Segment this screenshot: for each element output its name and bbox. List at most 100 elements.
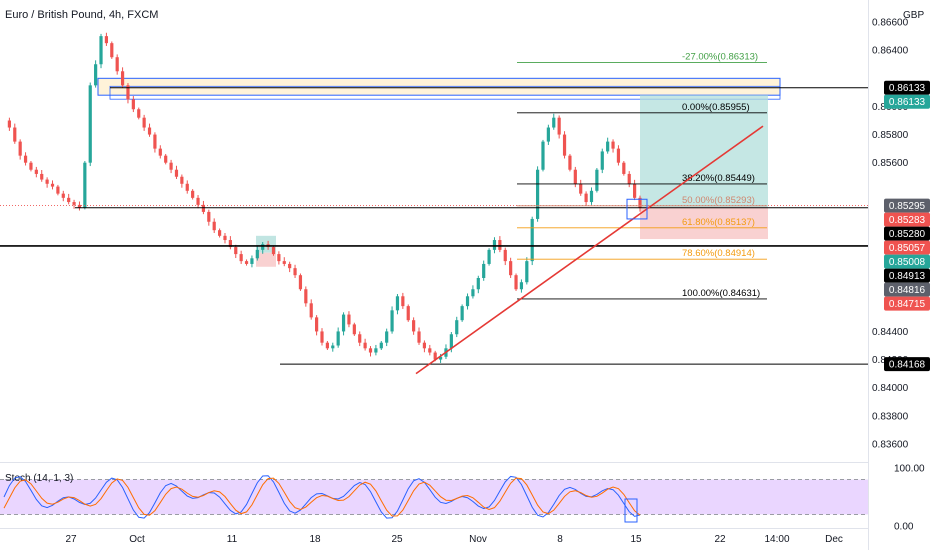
chart-title: Euro / British Pound, 4h, FXCM [5, 9, 158, 21]
price-badge-label: 0.85280 [889, 229, 926, 240]
price-badge-label: 0.85057 [889, 243, 926, 254]
candle-body [94, 64, 98, 86]
entry-marker-box [626, 198, 648, 220]
price-badges: 0.86133 0.86133 0.85295 0.85283 0.85280 0.850… [884, 80, 930, 372]
y-tick-label: 0.83600 [872, 439, 909, 450]
small-profit-box [256, 235, 276, 253]
candle-body [104, 36, 109, 44]
candle-body [584, 193, 588, 203]
candle-body [449, 334, 453, 349]
candle-body [595, 169, 599, 191]
candle-body [115, 57, 119, 72]
candle-body [482, 263, 486, 278]
candle-body [315, 317, 319, 332]
candle-body [465, 296, 470, 307]
candle-body [428, 348, 432, 353]
candle-body [368, 348, 373, 353]
candle-body [40, 173, 44, 180]
price-badge [884, 282, 930, 297]
candle-body [385, 331, 389, 343]
candle-body [622, 162, 626, 174]
stoch-tick-label: 100.00 [894, 464, 925, 475]
candle-body [401, 296, 405, 307]
x-tick-label: 8 [557, 534, 563, 545]
candle-body [142, 117, 146, 128]
price-badge [884, 212, 930, 227]
x-tick-label: 14:00 [764, 534, 789, 545]
price-badge-label: 0.85295 [889, 201, 926, 212]
candle-body [99, 36, 103, 65]
candle-body [29, 162, 33, 170]
long-position-profit [640, 95, 768, 208]
candle-body [616, 148, 621, 163]
candle-body [541, 141, 545, 170]
candle-body [201, 204, 206, 212]
candle-body [492, 240, 497, 250]
candle-body [363, 342, 367, 349]
candle-body [196, 197, 200, 205]
candle-body [61, 193, 65, 198]
fib-level-label: 78.60%(0.84914) [682, 248, 755, 259]
y-tick-label: 0.84000 [872, 383, 909, 394]
y-tick-label: 0.86600 [872, 18, 909, 29]
stochastic-pane: Stoch (14, 1, 3) 100.00 0.00 [0, 464, 925, 533]
price-badge-label: 0.86133 [889, 83, 926, 94]
stoch-band [0, 479, 868, 515]
candle-body [34, 169, 38, 174]
candle-body [638, 197, 642, 208]
candle-body [298, 275, 303, 290]
candle-body [50, 183, 55, 187]
candle-body [277, 254, 281, 262]
candle-body [18, 141, 22, 156]
candle-body [341, 314, 346, 332]
candle-body [412, 320, 416, 332]
x-tick-label: 11 [227, 534, 238, 545]
candle-body [573, 169, 577, 184]
candle-body [503, 249, 507, 262]
long-position-loss [640, 207, 768, 240]
stoch-k-line [3, 475, 641, 519]
stoch-tick-label: 0.00 [894, 522, 914, 533]
candle-body [207, 211, 211, 222]
supply-zone-inner [109, 85, 781, 100]
supply-zone [97, 77, 781, 96]
x-tick-label: 18 [309, 534, 321, 545]
candle-body [261, 244, 265, 250]
stoch-d-line [3, 477, 641, 517]
price-badge [884, 296, 930, 311]
candle-body [250, 258, 254, 264]
x-tick-label: 15 [630, 534, 642, 545]
candle-body [347, 314, 351, 325]
candle-body [487, 249, 491, 264]
fib-level-label: -27.00%(0.86313) [682, 51, 758, 62]
candle-body [234, 247, 238, 255]
candle-body [83, 162, 87, 208]
x-tick-label: 25 [391, 534, 403, 545]
candle-body [88, 85, 92, 163]
candle-body [611, 141, 615, 149]
candle-body [546, 127, 550, 142]
candle-body [471, 289, 475, 297]
candle-body [72, 202, 76, 205]
x-tick-label: 22 [714, 534, 726, 545]
candle-body [460, 306, 464, 321]
candle-body [606, 141, 610, 152]
currency-label: GBP [903, 10, 924, 21]
y-tick-label: 0.83800 [872, 411, 909, 422]
price-badge-label: 0.84168 [889, 360, 926, 371]
x-tick-label: 27 [65, 534, 77, 545]
candle-body [509, 261, 513, 276]
candle-body [395, 296, 400, 311]
candle-body [23, 155, 28, 163]
candle-body [158, 148, 162, 156]
price-badge [884, 94, 930, 109]
candle-body [282, 261, 286, 264]
candle-body [293, 268, 297, 276]
candle-body [304, 289, 308, 304]
fib-level-label: 0.00%(0.85955) [682, 102, 750, 113]
candle-body [191, 190, 195, 198]
y-tick-label: 0.84400 [872, 327, 909, 338]
candle-body [153, 134, 157, 149]
candle-body [438, 356, 443, 360]
